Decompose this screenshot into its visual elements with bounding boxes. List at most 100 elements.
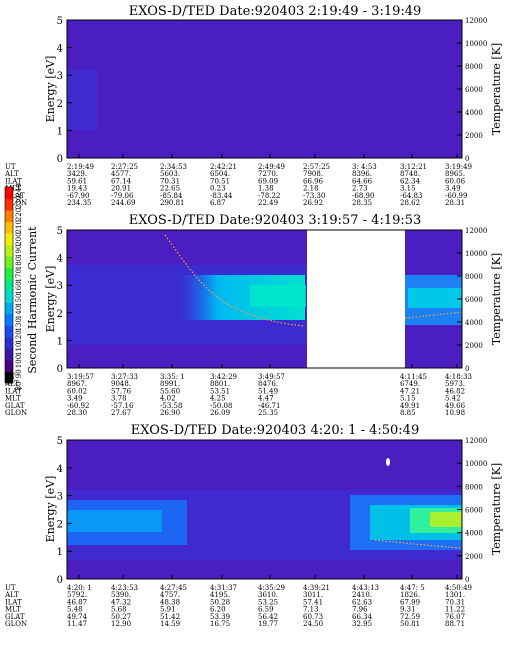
table-row-name: ILAT bbox=[5, 387, 22, 395]
colorbar-cell bbox=[5, 256, 13, 269]
panel-1: EXOS-D/TED Date:920403 2:19:49 - 3:19:49… bbox=[4, 4, 503, 207]
table-cell: 59.61 bbox=[67, 177, 87, 185]
panel-1-plot-area bbox=[67, 20, 462, 158]
table-cell: 290.81 bbox=[160, 199, 185, 207]
colorbar-cell bbox=[5, 325, 13, 338]
panel-1-ylabel: Energy [eV] bbox=[44, 56, 57, 123]
colorbar-tick-label: 80 bbox=[15, 382, 23, 391]
table-cell: 4:18:33 bbox=[445, 373, 472, 381]
table-cell: 60.73 bbox=[303, 613, 323, 621]
table-cell: 3:42:29 bbox=[210, 373, 237, 381]
table-cell: 3:49:57 bbox=[258, 373, 285, 381]
colorbar-tick-label: 150 bbox=[15, 294, 23, 307]
ytick-label: 2 bbox=[57, 309, 63, 320]
table-row-name: MLT bbox=[5, 606, 21, 614]
table-cell: 28.31 bbox=[445, 199, 465, 207]
table-cell: 8748. bbox=[400, 170, 420, 178]
table-cell: 7270. bbox=[258, 170, 278, 178]
colorbar-tick-label: 240 bbox=[15, 183, 23, 196]
table-cell: 2:42:21 bbox=[210, 163, 237, 171]
panel-2-y2label: Temperature [K] bbox=[490, 253, 503, 345]
colorbar-frame bbox=[4, 186, 14, 384]
ytick-label: 5 bbox=[57, 16, 63, 27]
table-cell: 14.59 bbox=[160, 620, 180, 628]
table-cell: 46.82 bbox=[445, 387, 465, 395]
table-cell: 50.28 bbox=[210, 598, 230, 606]
y2tick-label: 6000 bbox=[465, 86, 483, 94]
table-cell: 4:39:21 bbox=[303, 584, 330, 592]
panel-2-y2axis: 0 2000 4000 6000 8000 10000 12000 bbox=[457, 227, 487, 373]
table-cell: 4:27:45 bbox=[160, 584, 187, 592]
table-row-name: ALT bbox=[4, 170, 19, 178]
table-cell: 62.34 bbox=[400, 177, 421, 185]
table-cell: 49.91 bbox=[400, 402, 420, 410]
colorbar-cell bbox=[5, 302, 13, 315]
table-cell: 8991. bbox=[160, 380, 180, 388]
panel-3-yaxis: 0 1 2 3 4 5 bbox=[57, 436, 72, 586]
ytick-label: 4 bbox=[57, 254, 63, 265]
table-row-name: GLAT bbox=[5, 192, 25, 200]
y2tick-label: 4000 bbox=[465, 109, 483, 117]
colorbar-cell bbox=[5, 371, 13, 384]
table-cell: 3:35: 1 bbox=[160, 373, 185, 381]
panel-2-temperature-trace bbox=[164, 234, 306, 327]
table-cell: 8965. bbox=[445, 170, 465, 178]
table-cell: 22.65 bbox=[160, 185, 180, 193]
table-cell: 5.42 bbox=[445, 395, 461, 403]
panel-3-orbit-table: UT 4:20: 1 4:23:53 4:27:45 4:31:37 4:35:29 4:3… bbox=[4, 575, 472, 628]
colorbar-cell bbox=[5, 279, 13, 292]
table-cell: 9048. bbox=[111, 380, 131, 388]
table-cell: 5.15 bbox=[400, 395, 416, 403]
table-cell: 1.38 bbox=[258, 185, 274, 193]
panel-2-core-peak bbox=[250, 285, 306, 307]
ytick-label: 5 bbox=[57, 436, 63, 447]
table-cell: 244.69 bbox=[111, 199, 136, 207]
table-cell: 4:11:45 bbox=[400, 373, 427, 381]
table-cell: 4577. bbox=[111, 170, 131, 178]
table-cell: 5.68 bbox=[111, 606, 127, 614]
colorbar-tick-label: 110 bbox=[15, 343, 23, 356]
table-cell: 11.22 bbox=[445, 606, 465, 614]
table-row-name: GLON bbox=[5, 409, 27, 417]
table-cell: 3:19:49 bbox=[445, 163, 472, 171]
colorbar-tick-label: 160 bbox=[15, 281, 23, 294]
table-cell: 0.23 bbox=[210, 185, 226, 193]
y2tick-label: 0 bbox=[465, 576, 469, 584]
colorbar-cell bbox=[5, 187, 13, 200]
colorbar-tick-label: 90 bbox=[15, 369, 23, 378]
panel-1-y2label: Temperature [K] bbox=[490, 43, 503, 135]
table-cell: -85.84 bbox=[160, 192, 183, 200]
panel-3-ylabel: Energy [eV] bbox=[44, 476, 57, 543]
table-cell: 69.09 bbox=[258, 177, 278, 185]
table-cell: 234.35 bbox=[67, 199, 92, 207]
table-row-name: ILAT bbox=[5, 598, 22, 606]
table-cell: 8.85 bbox=[400, 409, 416, 417]
colorbar-cells bbox=[5, 187, 13, 384]
y2tick-label: 10000 bbox=[465, 460, 487, 468]
table-cell: 6.87 bbox=[210, 199, 226, 207]
panel-2-right-core bbox=[408, 288, 462, 308]
table-cell: 3429. bbox=[67, 170, 87, 178]
table-cell: 76.07 bbox=[445, 613, 465, 621]
colorbar-cell bbox=[5, 221, 13, 234]
colorbar-tick-label: 190 bbox=[15, 245, 23, 258]
table-cell: 50.27 bbox=[111, 613, 131, 621]
table-cell: 4:35:29 bbox=[258, 584, 285, 592]
colorbar: 80 90100110120130140150160170180190200210… bbox=[4, 183, 39, 391]
colorbar-cell bbox=[5, 348, 13, 361]
table-cell: 2.18 bbox=[303, 185, 319, 193]
table-cell: 8476. bbox=[258, 380, 278, 388]
ytick-label: 0 bbox=[57, 154, 63, 165]
colorbar-cell bbox=[5, 313, 13, 326]
table-cell: -60.99 bbox=[445, 192, 467, 200]
table-cell: 53.39 bbox=[210, 613, 230, 621]
table-cell: 3:12:21 bbox=[400, 163, 427, 171]
table-cell: 3610. bbox=[258, 591, 278, 599]
y2tick-label: 6000 bbox=[465, 296, 483, 304]
ytick-label: 2 bbox=[57, 99, 63, 110]
table-row-name: GLON bbox=[5, 199, 27, 207]
table-cell: 60.02 bbox=[67, 387, 87, 395]
table-cell: 3:19:57 bbox=[67, 373, 94, 381]
table-cell: 24.50 bbox=[303, 620, 323, 628]
table-cell: 70.31 bbox=[160, 177, 180, 185]
